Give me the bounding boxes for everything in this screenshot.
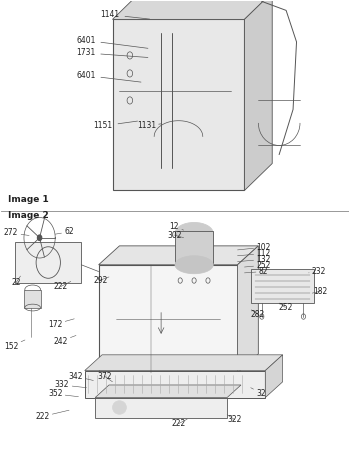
- FancyBboxPatch shape: [85, 371, 265, 398]
- Text: 242: 242: [53, 336, 76, 346]
- Text: 372: 372: [98, 372, 112, 382]
- Text: 102: 102: [238, 243, 271, 252]
- Polygon shape: [265, 355, 283, 398]
- Ellipse shape: [175, 222, 213, 244]
- Text: 252: 252: [278, 303, 293, 312]
- Text: 22: 22: [11, 276, 21, 287]
- Text: 1731: 1731: [76, 48, 148, 58]
- Text: 352: 352: [48, 390, 78, 399]
- Text: 1131: 1131: [137, 121, 161, 130]
- FancyBboxPatch shape: [175, 231, 213, 265]
- Polygon shape: [112, 0, 272, 19]
- Circle shape: [37, 235, 42, 241]
- Text: 112: 112: [238, 249, 271, 258]
- FancyBboxPatch shape: [112, 19, 244, 190]
- Text: 6401: 6401: [76, 71, 141, 82]
- Text: 1151: 1151: [93, 121, 138, 130]
- FancyBboxPatch shape: [99, 265, 238, 373]
- Polygon shape: [95, 385, 241, 398]
- Text: 1141: 1141: [100, 10, 150, 19]
- Text: 172: 172: [48, 319, 74, 329]
- Text: 292: 292: [93, 275, 109, 284]
- Text: Image 1: Image 1: [8, 195, 49, 204]
- Text: 6401: 6401: [76, 36, 148, 48]
- Polygon shape: [238, 246, 258, 373]
- Text: 62: 62: [55, 227, 74, 236]
- Polygon shape: [244, 0, 272, 190]
- Text: 152: 152: [4, 340, 25, 351]
- Text: 252: 252: [244, 261, 271, 270]
- Text: 332: 332: [55, 381, 86, 390]
- FancyBboxPatch shape: [24, 289, 41, 308]
- Polygon shape: [85, 355, 283, 371]
- Text: 222: 222: [35, 410, 69, 421]
- Text: 32: 32: [251, 388, 266, 398]
- Text: 272: 272: [4, 228, 29, 237]
- Text: Image 2: Image 2: [8, 211, 49, 220]
- Text: 282: 282: [251, 310, 265, 319]
- Polygon shape: [99, 246, 258, 265]
- FancyBboxPatch shape: [95, 398, 227, 418]
- FancyBboxPatch shape: [15, 242, 81, 283]
- Ellipse shape: [112, 401, 126, 414]
- Text: 342: 342: [69, 372, 93, 381]
- Text: 222: 222: [172, 419, 187, 428]
- Ellipse shape: [175, 256, 213, 274]
- FancyBboxPatch shape: [251, 269, 314, 303]
- Text: 232: 232: [309, 266, 326, 275]
- Text: 132: 132: [238, 255, 271, 264]
- Text: 322: 322: [227, 414, 242, 424]
- Text: 302: 302: [167, 231, 184, 240]
- Text: 82: 82: [244, 267, 268, 276]
- Text: 12: 12: [169, 222, 184, 231]
- Text: 222: 222: [54, 281, 71, 291]
- Text: 182: 182: [312, 287, 327, 296]
